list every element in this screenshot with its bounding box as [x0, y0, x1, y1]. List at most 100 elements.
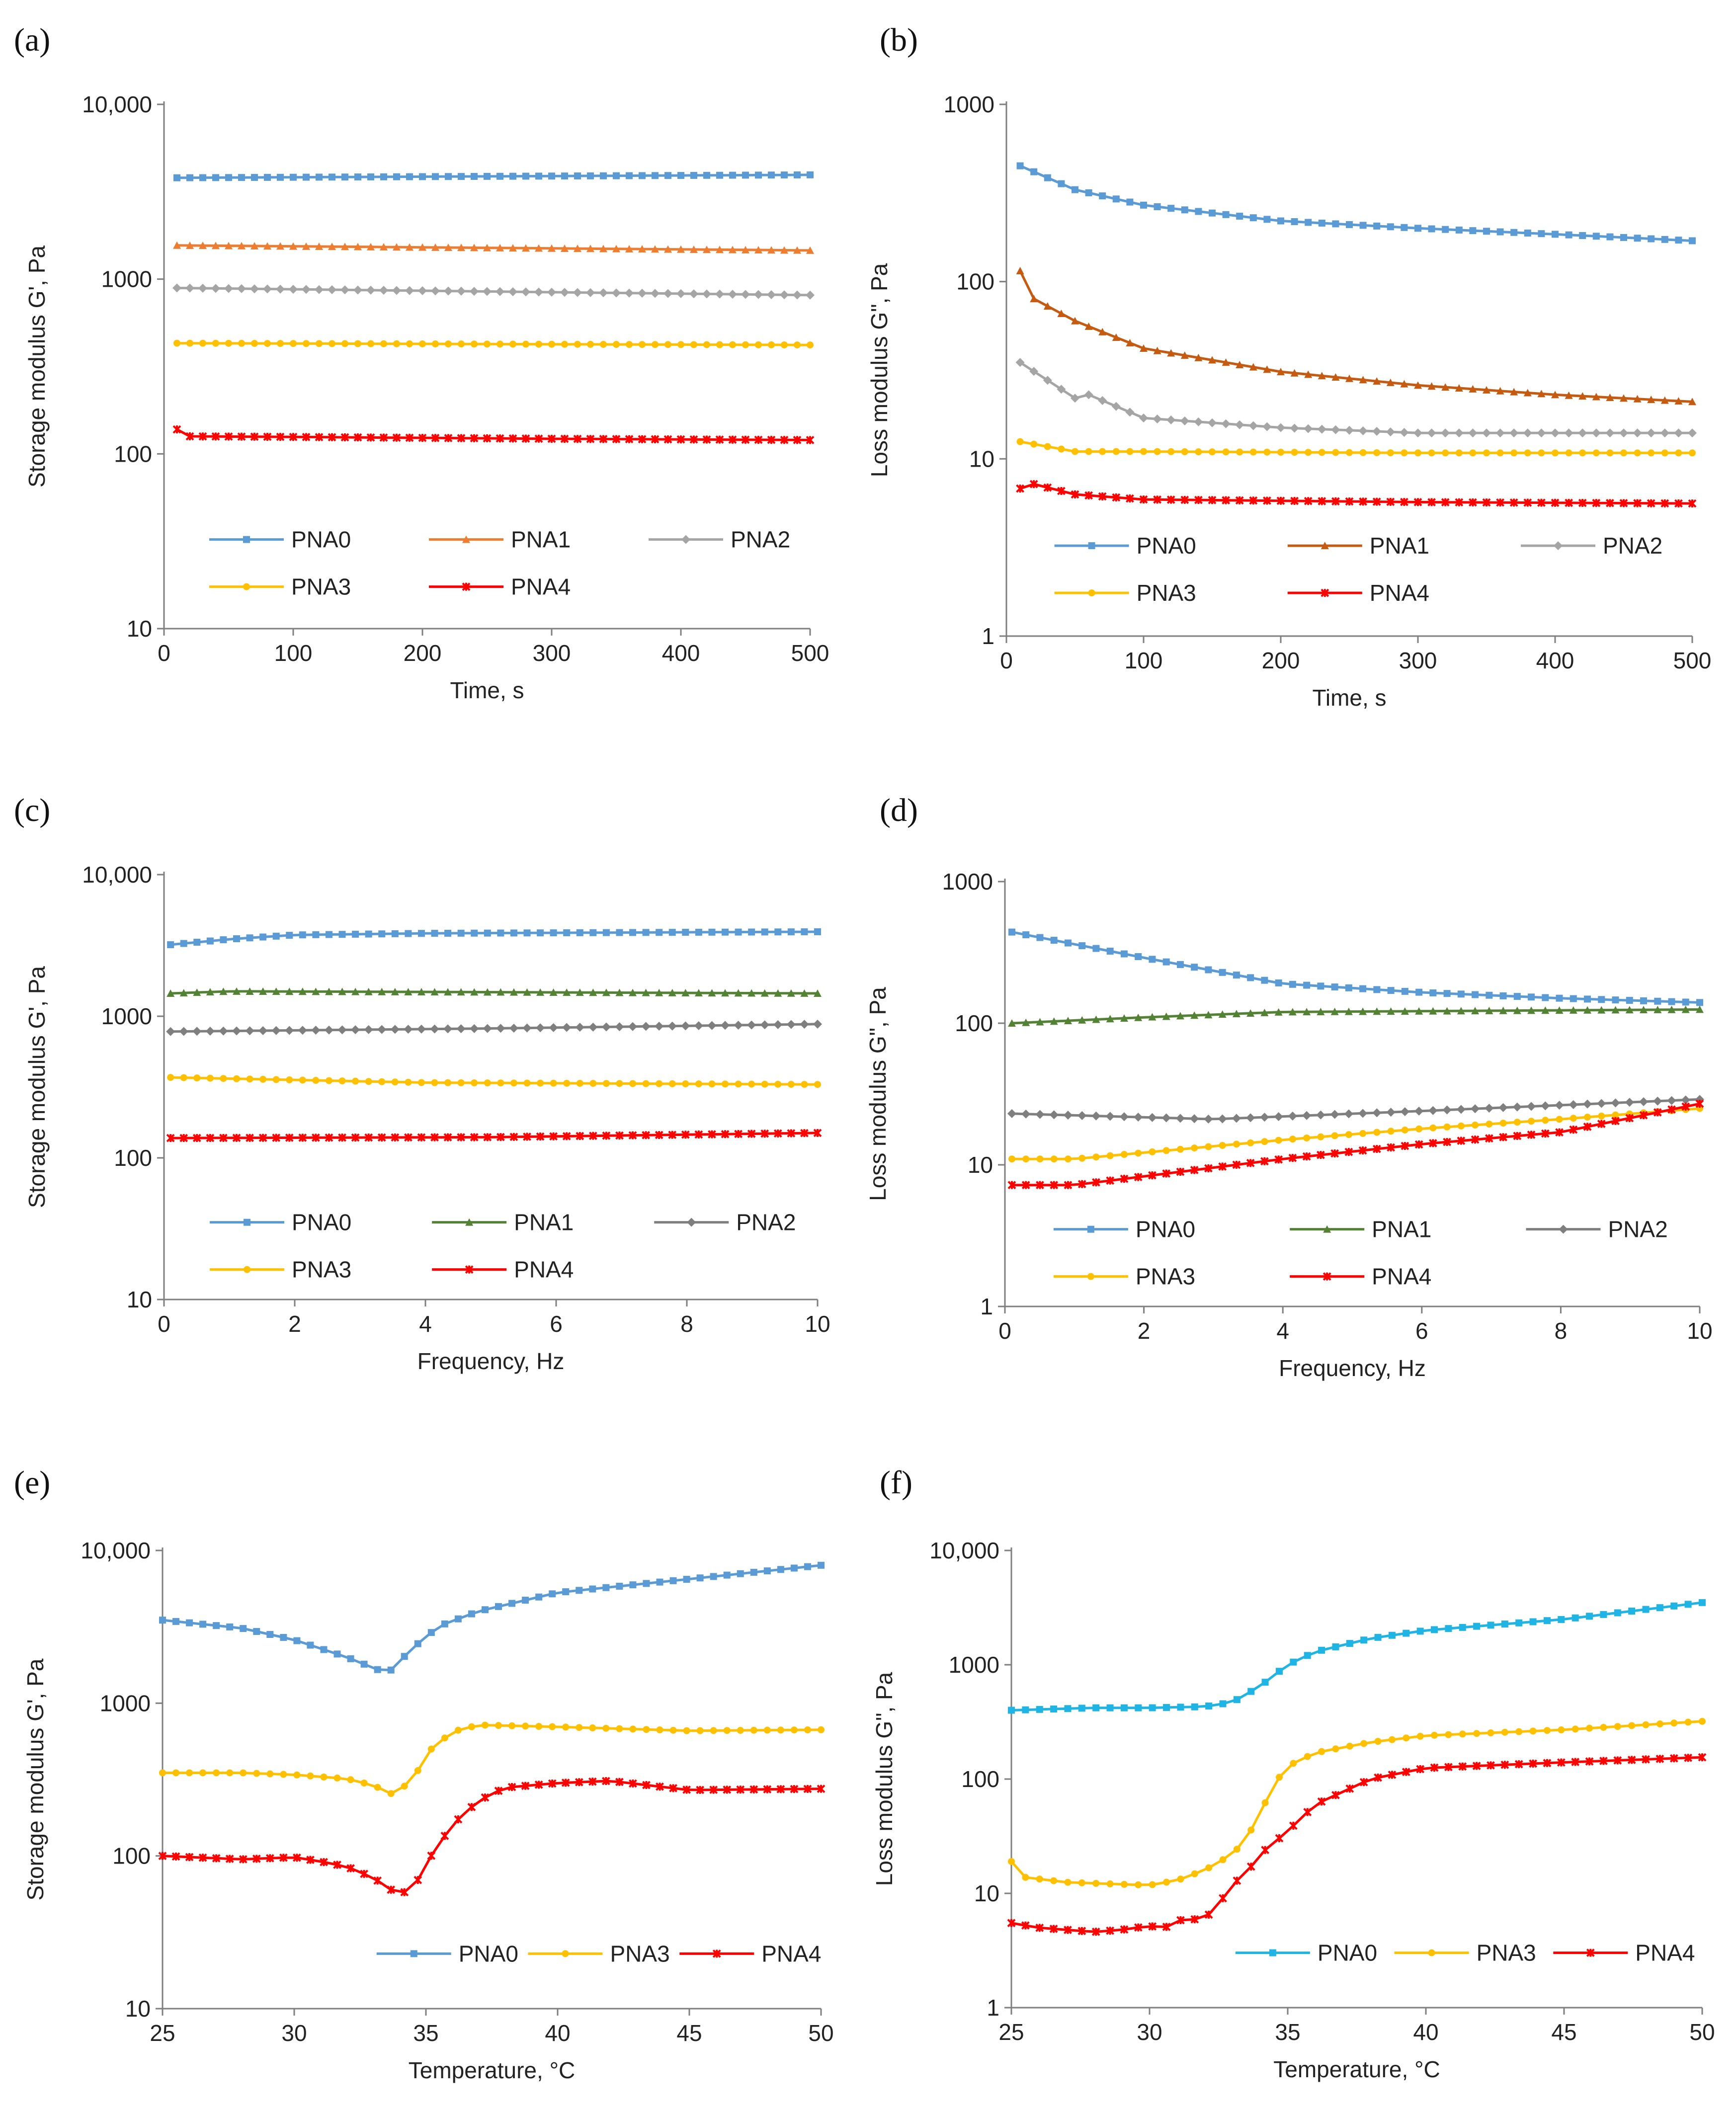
data-point-PNA4 — [351, 1133, 360, 1142]
x-tick-label: 400 — [662, 640, 700, 666]
data-point-PNA1 — [232, 987, 241, 995]
series-PNA1 — [1016, 267, 1696, 406]
y-tick-label: 100 — [955, 1010, 993, 1036]
data-point-PNA3 — [338, 1077, 346, 1085]
data-point-PNA3 — [1304, 1753, 1311, 1760]
data-point-PNA1 — [338, 987, 346, 995]
data-point-PNA0 — [1318, 219, 1325, 227]
data-point-PNA2 — [560, 288, 569, 297]
data-point-PNA0 — [338, 931, 346, 938]
x-tick-label: 500 — [791, 640, 829, 666]
data-point-PNA1 — [496, 244, 504, 251]
data-point-PNA0 — [259, 933, 267, 941]
data-point-PNA3 — [471, 340, 478, 348]
data-point-PNA1 — [1660, 396, 1669, 404]
data-point-PNA3 — [1036, 1155, 1044, 1163]
data-point-PNA1 — [629, 988, 637, 996]
data-point-PNA4 — [588, 1777, 597, 1786]
data-point-PNA3 — [652, 341, 659, 348]
data-point-PNA2 — [786, 1020, 796, 1029]
data-point-PNA2 — [1057, 385, 1066, 394]
data-point-PNA0 — [790, 1564, 798, 1572]
data-point-PNA2 — [508, 287, 517, 297]
data-point-PNA0 — [616, 1582, 623, 1590]
legend-swatch-marker — [243, 536, 250, 543]
data-point-PNA1 — [1400, 380, 1408, 388]
data-point-PNA3 — [484, 340, 491, 348]
data-point-PNA4 — [689, 435, 698, 444]
data-point-PNA1 — [276, 242, 284, 250]
data-point-PNA0 — [690, 171, 697, 179]
data-point-PNA1 — [742, 245, 749, 253]
data-point-PNA3 — [378, 1078, 386, 1085]
data-point-PNA4 — [315, 433, 324, 442]
legend-label-PNA0: PNA0 — [1318, 1940, 1377, 1966]
data-point-PNA2 — [1372, 427, 1382, 436]
x-tick-label: 25 — [150, 2020, 175, 2046]
data-point-PNA4 — [1543, 1759, 1552, 1768]
data-point-PNA3 — [1332, 1745, 1339, 1753]
data-point-PNA4 — [1290, 496, 1299, 505]
data-point-PNA4 — [1007, 1181, 1016, 1190]
data-point-PNA2 — [1166, 415, 1176, 425]
data-point-PNA1 — [199, 242, 207, 249]
x-tick-label: 30 — [1137, 2019, 1162, 2045]
data-point-PNA4 — [1176, 1916, 1185, 1925]
legend: PNA0 PNA1 PNA2 PNA3 PNA4 — [1053, 1217, 1668, 1290]
data-point-PNA1 — [1030, 295, 1038, 303]
data-point-PNA3 — [1332, 449, 1339, 456]
data-point-PNA4 — [1106, 1926, 1114, 1935]
data-point-PNA0 — [199, 1621, 207, 1628]
data-point-PNA4 — [1331, 1790, 1340, 1799]
data-point-PNA3 — [1387, 449, 1394, 457]
data-point-PNA3 — [710, 1727, 717, 1734]
data-point-PNA0 — [562, 1588, 570, 1596]
data-point-PNA4 — [612, 435, 621, 444]
data-point-PNA4 — [573, 434, 582, 443]
data-point-PNA1 — [716, 245, 724, 253]
data-point-PNA4 — [1208, 495, 1217, 504]
series-PNA3 — [1016, 438, 1696, 457]
data-point-PNA4 — [638, 435, 647, 444]
data-point-PNA3 — [1586, 1724, 1593, 1732]
data-point-PNA1 — [418, 243, 426, 251]
data-point-PNA1 — [1569, 1006, 1577, 1014]
data-point-PNA0 — [1345, 984, 1352, 991]
data-point-PNA3 — [180, 1074, 187, 1081]
data-point-PNA3 — [1486, 1120, 1493, 1128]
data-point-PNA2 — [1633, 428, 1642, 438]
series-PNA4 — [1007, 1753, 1707, 1936]
data-point-PNA0 — [180, 940, 187, 947]
data-point-PNA0 — [173, 174, 180, 181]
data-point-PNA0 — [656, 1578, 663, 1586]
data-point-PNA3 — [562, 1723, 570, 1731]
data-point-PNA4 — [185, 432, 194, 441]
series-PNA0 — [173, 171, 814, 181]
data-point-PNA4 — [575, 1778, 583, 1787]
data-point-PNA1 — [586, 244, 594, 252]
legend-swatch-marker — [1087, 1273, 1094, 1280]
data-point-PNA0 — [677, 172, 684, 179]
data-point-PNA0 — [710, 1573, 717, 1580]
data-point-PNA0 — [1642, 1606, 1650, 1613]
data-point-PNA4 — [586, 434, 595, 443]
data-point-PNA1 — [430, 988, 439, 996]
data-point-PNA0 — [387, 1666, 395, 1674]
data-point-PNA0 — [1401, 987, 1408, 995]
data-point-PNA2 — [340, 285, 349, 295]
data-point-PNA4 — [728, 435, 737, 444]
data-point-PNA1 — [285, 987, 294, 995]
legend-swatch-marker — [1087, 1225, 1094, 1233]
data-point-PNA2 — [1653, 1096, 1662, 1106]
legend-swatch-marker — [1559, 1224, 1568, 1234]
data-point-PNA4 — [470, 1133, 479, 1141]
data-point-PNA3 — [159, 1769, 166, 1777]
data-point-PNA0 — [1473, 1623, 1481, 1630]
data-point-PNA0 — [1275, 1668, 1283, 1675]
panel-d-label: (d) — [880, 792, 918, 828]
data-point-PNA4 — [787, 1129, 796, 1138]
data-point-PNA2 — [651, 289, 660, 298]
series-line-PNA0 — [170, 930, 818, 946]
data-point-PNA2 — [470, 1024, 479, 1033]
data-point-PNA0 — [587, 172, 594, 179]
